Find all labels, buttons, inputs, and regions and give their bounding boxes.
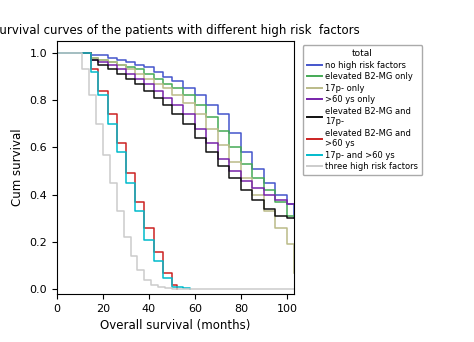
X-axis label: Overall survival (months): Overall survival (months) <box>100 319 251 332</box>
Y-axis label: Cum survival: Cum survival <box>11 129 24 206</box>
Legend: no high risk factors, elevated B2-MG only, 17p- only, >60 ys only, elevated B2-M: no high risk factors, elevated B2-MG onl… <box>303 45 422 175</box>
Title: Survival curves of the patients with different high risk  factors: Survival curves of the patients with dif… <box>0 24 359 37</box>
